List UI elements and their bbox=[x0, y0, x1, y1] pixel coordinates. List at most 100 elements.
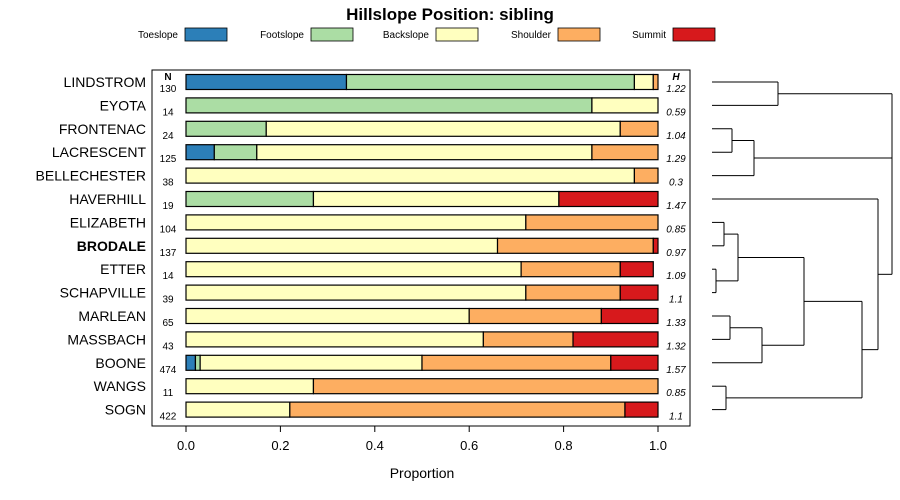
row-label-bellechester: BELLECHESTER bbox=[36, 168, 146, 184]
row-label-lacrescent: LACRESCENT bbox=[52, 144, 147, 160]
h-value-frontenac: 1.04 bbox=[666, 131, 686, 142]
bar-wangs-backslope bbox=[185, 378, 315, 395]
n-value-brodale: 137 bbox=[160, 248, 177, 259]
legend: Toeslope Footslope Backslope Shoulder Summit bbox=[138, 27, 716, 42]
h-value-lindstrom: 1.22 bbox=[666, 84, 686, 95]
n-value-frontenac: 24 bbox=[162, 131, 174, 142]
n-column-header: N bbox=[164, 72, 171, 83]
h-value-marlean: 1.33 bbox=[666, 318, 686, 329]
row-label-schapville: SCHAPVILLE bbox=[60, 285, 146, 301]
bar-lacrescent-footslope bbox=[213, 144, 258, 161]
n-value-elizabeth: 104 bbox=[160, 224, 177, 235]
bar-schapville-shoulder bbox=[525, 284, 621, 301]
h-value-brodale: 0.97 bbox=[666, 248, 686, 259]
row-labels: LINDSTROM EYOTA FRONTENAC LACRESCENT BELLECH… bbox=[36, 74, 147, 418]
legend-swatch-backslope bbox=[435, 27, 479, 42]
bar-etter-summit bbox=[619, 261, 654, 278]
h-value-elizabeth: 0.85 bbox=[666, 224, 686, 235]
legend-label-footslope: Footslope bbox=[260, 30, 304, 41]
x-tick-label-5: 1.0 bbox=[649, 438, 667, 453]
bar-haverhill-summit bbox=[558, 190, 659, 208]
bar-brodale-summit bbox=[652, 237, 659, 254]
legend-label-toeslope: Toeslope bbox=[138, 30, 178, 41]
n-value-bellechester: 38 bbox=[162, 178, 174, 189]
bar-brodale-shoulder bbox=[496, 237, 654, 254]
bar-brodale-backslope bbox=[185, 237, 499, 254]
dendrogram bbox=[712, 81, 893, 411]
row-label-frontenac: FRONTENAC bbox=[59, 121, 146, 137]
h-value-wangs: 0.85 bbox=[666, 388, 686, 399]
bar-lacrescent-shoulder bbox=[591, 144, 659, 161]
x-tick-label-1: 0.2 bbox=[271, 438, 289, 453]
bar-haverhill-footslope bbox=[185, 190, 315, 208]
x-axis-label: Proportion bbox=[390, 465, 455, 481]
bar-boone-backslope bbox=[199, 354, 423, 371]
bar-bellechester-shoulder bbox=[633, 167, 659, 184]
bars bbox=[185, 73, 659, 418]
legend-item-shoulder: Shoulder bbox=[511, 27, 601, 42]
bar-sogn-summit bbox=[624, 401, 659, 418]
x-tick-label-3: 0.6 bbox=[460, 438, 478, 453]
bar-lindstrom-shoulder bbox=[652, 73, 659, 91]
h-value-bellechester: 0.3 bbox=[669, 178, 683, 189]
row-annotations: 130 1.22 14 0.59 24 1.04 125 1.29 38 0.3 19 1.47 104… bbox=[160, 84, 687, 423]
row-label-massbach: MASSBACH bbox=[67, 331, 146, 347]
legend-item-toeslope: Toeslope bbox=[138, 27, 228, 42]
row-label-marlean: MARLEAN bbox=[78, 308, 146, 324]
n-value-etter: 14 bbox=[162, 271, 174, 282]
h-value-lacrescent: 1.29 bbox=[666, 154, 686, 165]
bar-elizabeth-backslope bbox=[185, 214, 527, 231]
n-value-massbach: 43 bbox=[162, 341, 174, 352]
bar-frontenac-backslope bbox=[265, 120, 621, 137]
h-column-header: H bbox=[672, 72, 680, 83]
bar-marlean-shoulder bbox=[468, 307, 602, 325]
legend-item-summit: Summit bbox=[632, 27, 716, 42]
bar-haverhill-backslope bbox=[312, 190, 560, 208]
row-label-eyota: EYOTA bbox=[100, 97, 147, 113]
h-value-massbach: 1.32 bbox=[666, 341, 686, 352]
legend-item-backslope: Backslope bbox=[383, 27, 479, 42]
row-label-sogn: SOGN bbox=[105, 402, 146, 418]
h-value-eyota: 0.59 bbox=[666, 107, 686, 118]
h-value-boone: 1.57 bbox=[666, 365, 686, 376]
bar-boone-shoulder bbox=[421, 354, 612, 371]
bar-marlean-backslope bbox=[185, 307, 470, 325]
n-value-lacrescent: 125 bbox=[160, 154, 177, 165]
bar-lindstrom-footslope bbox=[345, 73, 636, 91]
x-tick-label-2: 0.4 bbox=[366, 438, 384, 453]
bar-frontenac-shoulder bbox=[619, 120, 659, 137]
bar-lacrescent-backslope bbox=[256, 144, 593, 161]
bar-massbach-summit bbox=[572, 331, 659, 348]
bar-eyota-backslope bbox=[591, 97, 659, 114]
row-label-lindstrom: LINDSTROM bbox=[64, 74, 146, 90]
bar-sogn-shoulder bbox=[289, 401, 626, 418]
bar-elizabeth-shoulder bbox=[525, 214, 659, 231]
bar-boone-toeslope bbox=[185, 354, 197, 371]
n-value-haverhill: 19 bbox=[162, 201, 174, 212]
bar-boone-footslope bbox=[194, 354, 201, 371]
bar-schapville-summit bbox=[619, 284, 659, 301]
n-value-boone: 474 bbox=[160, 365, 177, 376]
bar-lindstrom-backslope bbox=[633, 73, 654, 91]
h-value-etter: 1.09 bbox=[666, 271, 686, 282]
x-tick-label-4: 0.8 bbox=[555, 438, 573, 453]
row-label-wangs: WANGS bbox=[94, 378, 146, 394]
bar-sogn-backslope bbox=[185, 401, 291, 418]
bar-marlean-summit bbox=[600, 307, 659, 325]
bar-boone-summit bbox=[610, 354, 659, 371]
bar-bellechester-backslope bbox=[185, 167, 635, 184]
legend-swatch-footslope bbox=[310, 27, 354, 42]
bar-lindstrom-toeslope bbox=[185, 73, 348, 91]
n-value-lindstrom: 130 bbox=[160, 84, 177, 95]
legend-label-summit: Summit bbox=[632, 30, 666, 41]
legend-swatch-summit bbox=[672, 27, 716, 42]
bar-lacrescent-toeslope bbox=[185, 144, 215, 161]
chart-title: Hillslope Position: sibling bbox=[346, 5, 554, 24]
n-value-eyota: 14 bbox=[162, 107, 174, 118]
x-tick-label-0: 0.0 bbox=[177, 438, 195, 453]
row-label-boone: BOONE bbox=[95, 355, 146, 371]
bar-massbach-backslope bbox=[185, 331, 484, 348]
n-value-wangs: 11 bbox=[163, 388, 174, 399]
h-value-haverhill: 1.47 bbox=[666, 201, 686, 212]
